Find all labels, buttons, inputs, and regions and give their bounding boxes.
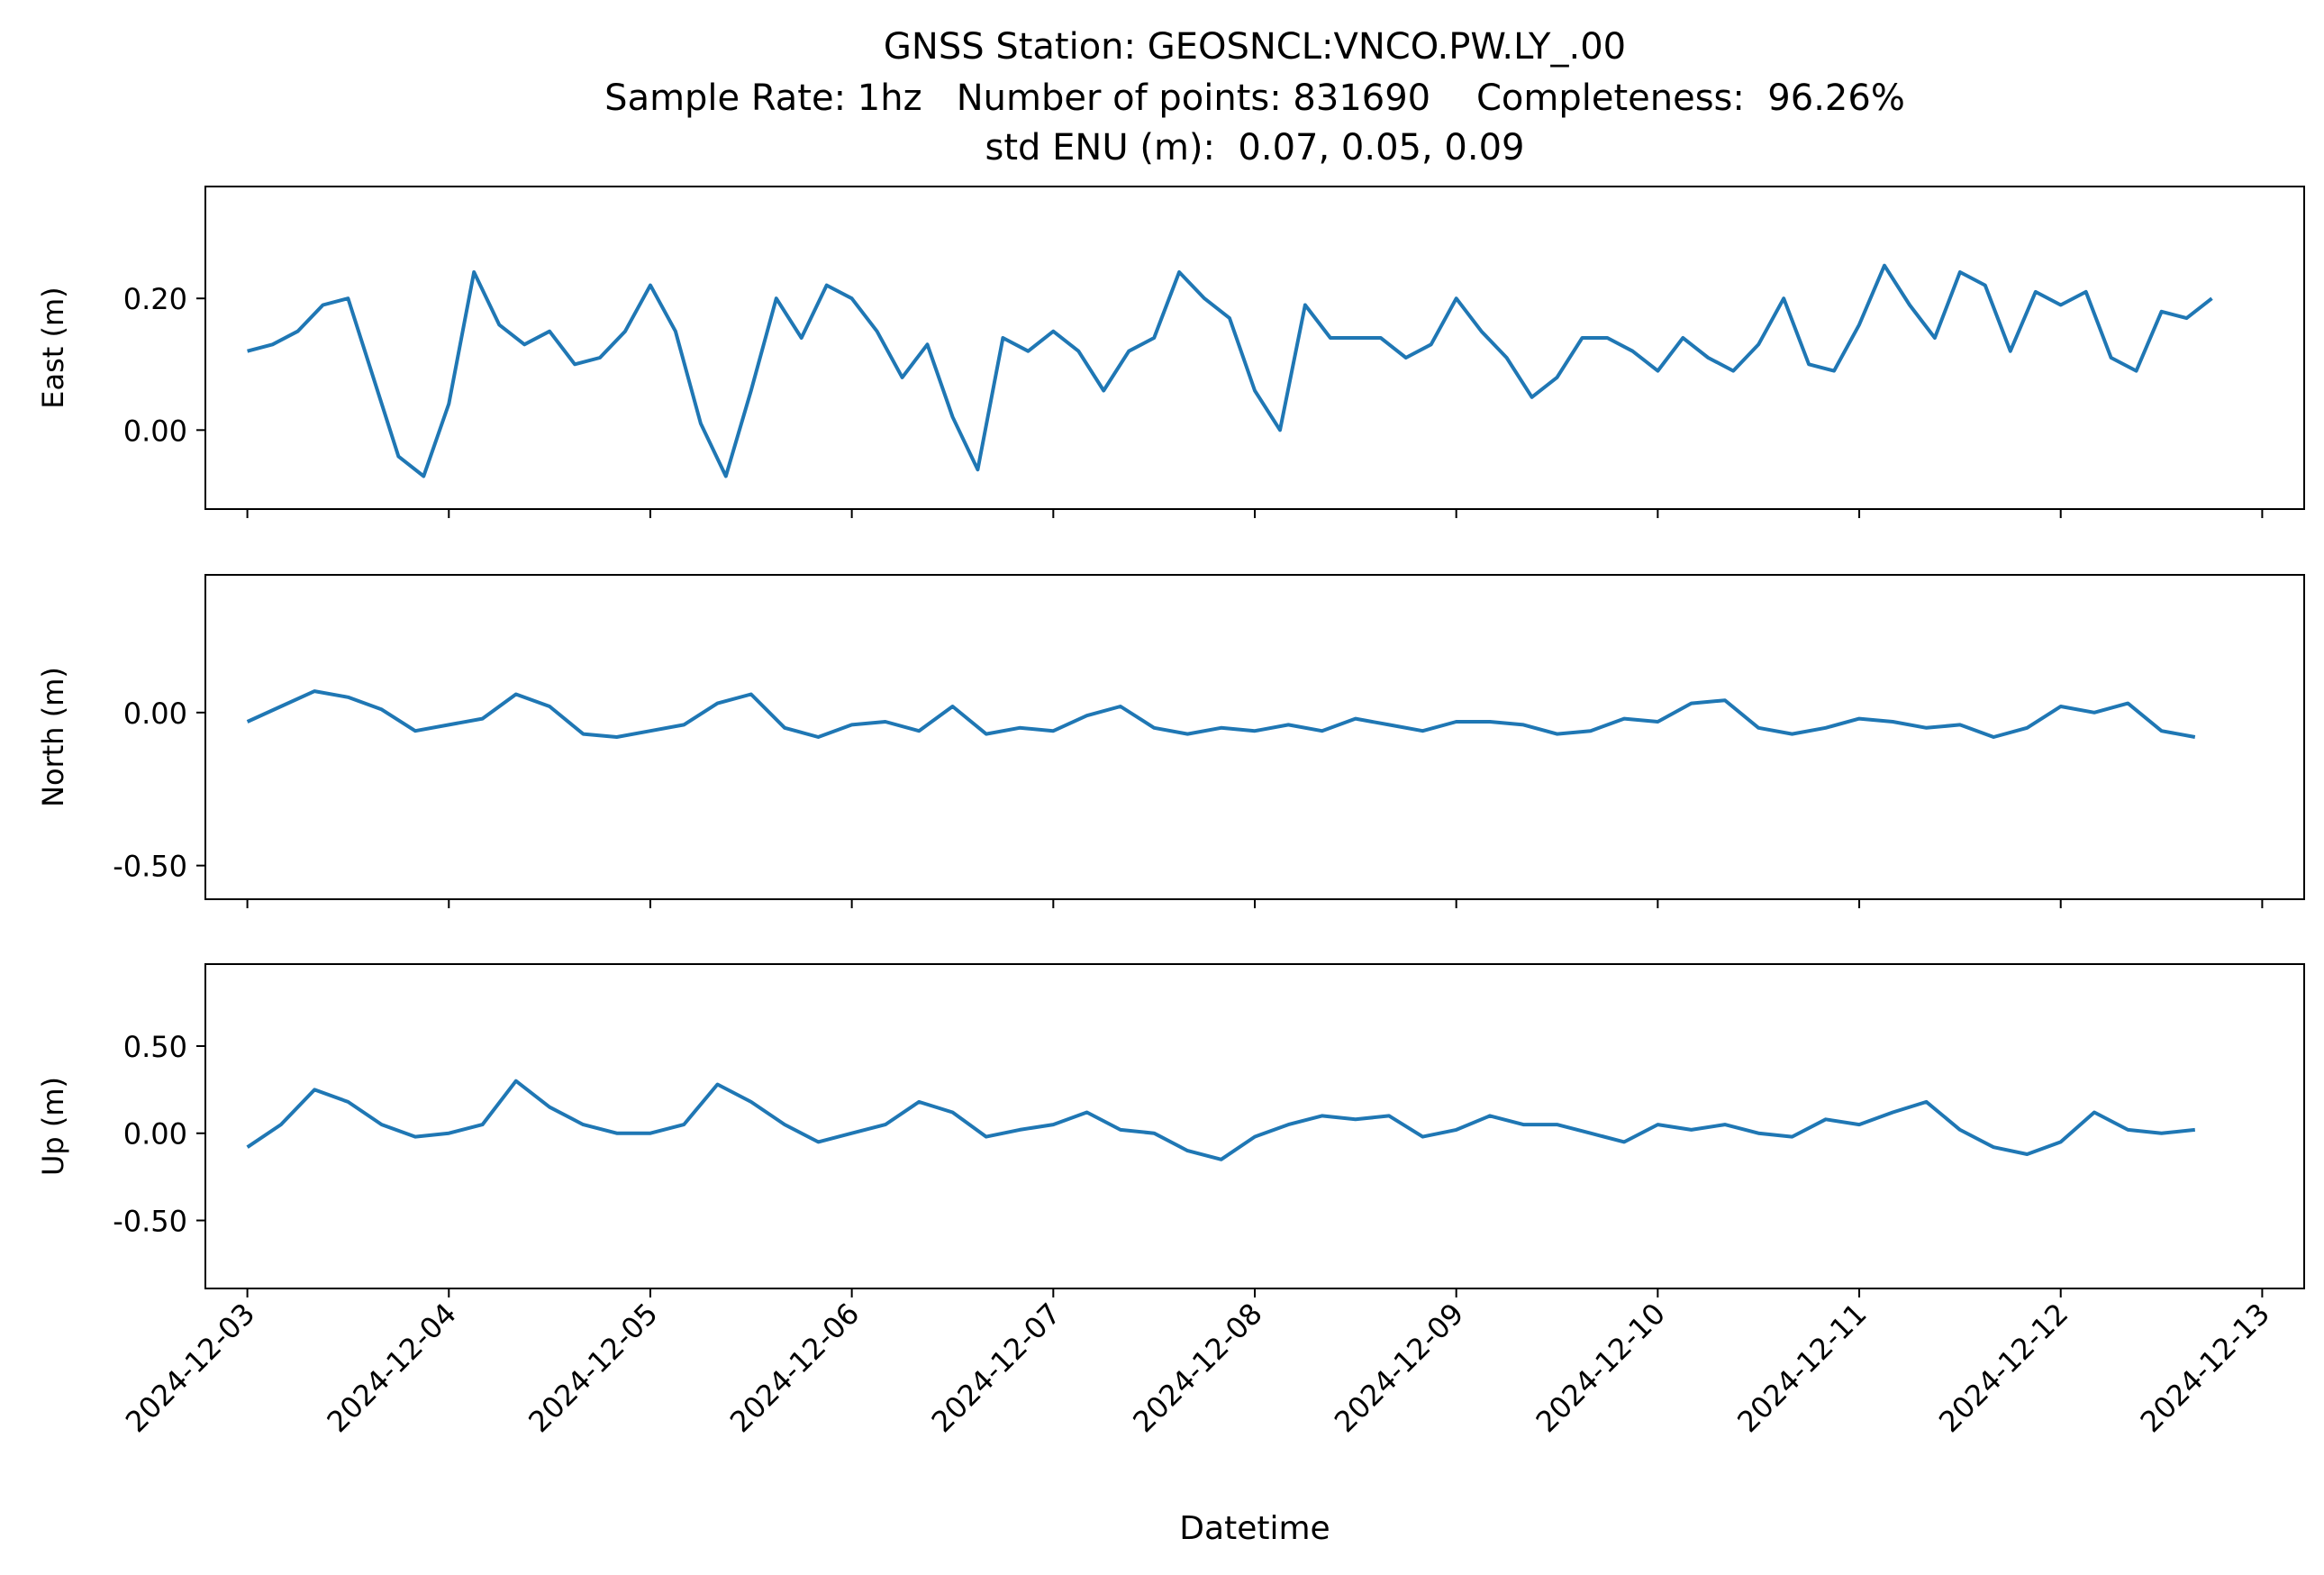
y-tick-label-up: -0.50 bbox=[113, 1205, 187, 1239]
x-tick-label: 2024-12-11 bbox=[1730, 1297, 1873, 1439]
y-axis-label-east: East (m) bbox=[36, 287, 70, 408]
y-tick-label-east: 0.00 bbox=[123, 414, 187, 448]
figure-title: GNSS Station: GEOSNCL:VNCO.PW.LY_.00 Sam… bbox=[604, 26, 1905, 168]
x-tick-label: 2024-12-03 bbox=[119, 1297, 261, 1439]
panel-north: 0.00 -0.50 North (m) bbox=[36, 574, 2305, 908]
axes-frame-up bbox=[204, 963, 2305, 1289]
x-axis-label: Datetime bbox=[1179, 1510, 1330, 1547]
x-tick-label: 2024-12-09 bbox=[1328, 1297, 1470, 1439]
y-tick-label-north: -0.50 bbox=[113, 850, 187, 884]
y-tick-label-up: 0.00 bbox=[123, 1117, 187, 1152]
series-line-north bbox=[246, 689, 2196, 739]
panel-up: 0.50 0.00 -0.50 Up (m) 2024-12-03 2024-12-04 2… bbox=[36, 963, 2305, 1439]
x-tick-label: 2024-12-10 bbox=[1530, 1297, 1672, 1439]
y-tick-label-up: 0.50 bbox=[123, 1030, 187, 1064]
title-line-sampling: Sample Rate: 1hz Number of points: 83169… bbox=[604, 77, 1905, 119]
y-tick-label-east: 0.20 bbox=[123, 282, 187, 316]
title-line-std: std ENU (m): 0.07, 0.05, 0.09 bbox=[985, 127, 1525, 168]
panel-east: 0.00 0.20 East (m) bbox=[36, 186, 2305, 518]
x-tick-label: 2024-12-07 bbox=[925, 1297, 1067, 1439]
x-tick-label: 2024-12-12 bbox=[1932, 1297, 2074, 1439]
y-tick-label-north: 0.00 bbox=[123, 696, 187, 731]
title-line-station: GNSS Station: GEOSNCL:VNCO.PW.LY_.00 bbox=[884, 26, 1626, 68]
x-tick-label: 2024-12-06 bbox=[723, 1297, 866, 1439]
series-line-east bbox=[247, 263, 2213, 478]
series-line-up bbox=[246, 1079, 2196, 1161]
axes-frame-east bbox=[204, 186, 2305, 510]
x-tick-label: 2024-12-13 bbox=[2134, 1297, 2276, 1439]
x-tick-label: 2024-12-05 bbox=[522, 1297, 664, 1439]
x-tick-label: 2024-12-04 bbox=[321, 1297, 463, 1439]
y-axis-label-north: North (m) bbox=[36, 667, 70, 807]
y-axis-label-up: Up (m) bbox=[36, 1077, 70, 1176]
x-tick-label: 2024-12-08 bbox=[1126, 1297, 1268, 1439]
